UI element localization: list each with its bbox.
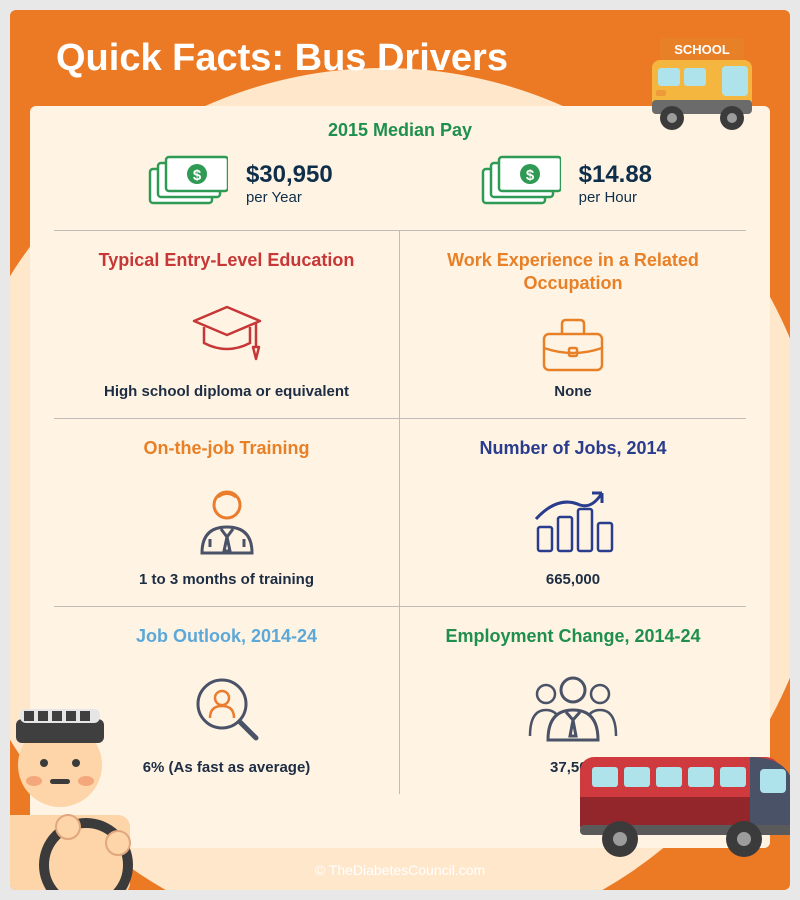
cell-title: Number of Jobs, 2014 xyxy=(479,437,666,460)
pay-hourly-amount: $14.88 xyxy=(579,161,652,189)
cell-title: Work Experience in a Related Occupation xyxy=(412,249,734,296)
cash-icon: $ xyxy=(148,155,228,212)
cell-value: High school diploma or equivalent xyxy=(104,383,349,400)
cell-experience: Work Experience in a Related Occupation … xyxy=(400,230,746,418)
svg-text:$: $ xyxy=(525,167,534,184)
cell-education: Typical Entry-Level Education High schoo… xyxy=(54,230,400,418)
bar-chart-icon xyxy=(530,472,616,571)
red-bus-illustration xyxy=(570,735,790,870)
cash-icon: $ xyxy=(481,155,561,212)
cell-title: Typical Entry-Level Education xyxy=(99,249,355,272)
cell-title: Job Outlook, 2014-24 xyxy=(136,625,317,648)
pay-hourly: $ $14.88 per Hour xyxy=(481,155,652,212)
cell-value: 1 to 3 months of training xyxy=(139,571,314,588)
pay-row: $ $30,950 per Year xyxy=(54,155,746,230)
pay-annual-unit: per Year xyxy=(246,189,333,206)
cell-value: None xyxy=(554,383,592,400)
pay-hourly-unit: per Hour xyxy=(579,189,652,206)
pay-annual-amount: $30,950 xyxy=(246,161,333,189)
cell-title: On-the-job Training xyxy=(144,437,310,460)
briefcase-icon xyxy=(534,308,612,383)
page-title: Quick Facts: Bus Drivers xyxy=(56,37,508,80)
graduation-cap-icon xyxy=(188,284,266,383)
cell-jobs-count: Number of Jobs, 2014 665,000 xyxy=(400,418,746,606)
person-icon xyxy=(188,472,266,571)
infographic-card: Quick Facts: Bus Drivers SCHOOL 2015 Med… xyxy=(10,10,790,890)
cell-value: 6% (As fast as average) xyxy=(143,759,311,776)
pay-annual: $ $30,950 per Year xyxy=(148,155,333,212)
magnifier-person-icon xyxy=(188,660,266,759)
school-bus-label: SCHOOL xyxy=(674,42,730,57)
svg-text:$: $ xyxy=(193,167,202,184)
cell-training: On-the-job Training 1 to 3 months of tra… xyxy=(54,418,400,606)
driver-illustration xyxy=(10,695,160,890)
cell-value: 665,000 xyxy=(546,571,600,588)
school-bus-icon: SCHOOL xyxy=(642,20,762,145)
cell-title: Employment Change, 2014-24 xyxy=(445,625,700,648)
